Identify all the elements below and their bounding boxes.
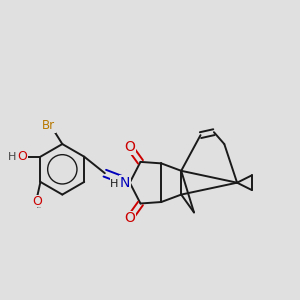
Text: Br: Br: [42, 119, 55, 132]
Text: H: H: [110, 178, 118, 188]
Text: O: O: [17, 150, 27, 163]
Text: O: O: [124, 140, 135, 154]
Text: N: N: [119, 176, 130, 190]
Text: H: H: [8, 152, 16, 162]
Text: methyl: methyl: [37, 207, 41, 208]
Text: O: O: [124, 212, 135, 225]
Text: O: O: [32, 195, 42, 208]
